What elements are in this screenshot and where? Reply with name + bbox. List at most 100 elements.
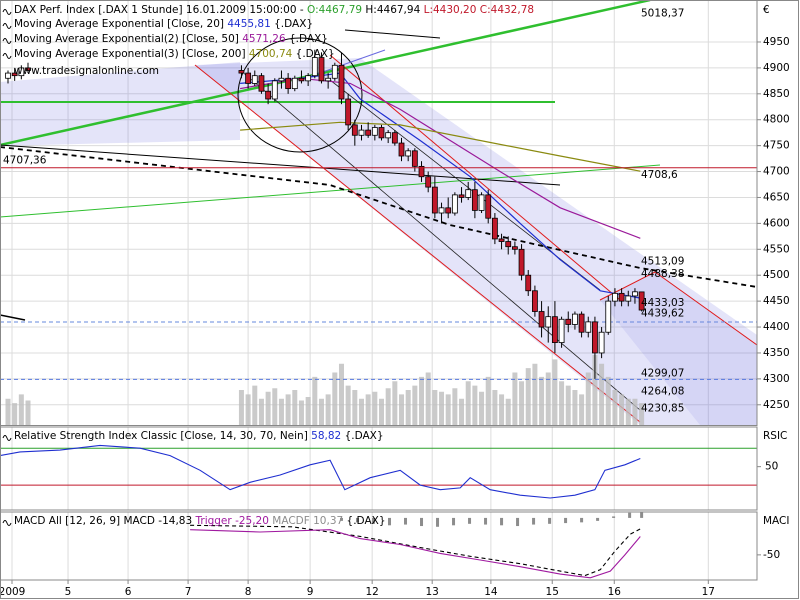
- legend-entry: Moving Average Exponential(3) [Close, 20…: [14, 48, 335, 60]
- candle-body: [558, 318, 565, 343]
- volume-bar: [425, 372, 431, 425]
- candle-body: [318, 57, 325, 82]
- candle-body: [251, 75, 258, 84]
- moving-average: [240, 121, 641, 172]
- trend-line: [0, 314, 26, 321]
- volume-bar: [532, 363, 538, 425]
- volume-bar: [358, 398, 364, 425]
- x-tick-label: 17: [702, 586, 715, 598]
- volume-bar: [332, 372, 338, 425]
- x-tick-label: 15: [546, 586, 559, 598]
- x-tick-label: 5: [65, 586, 72, 598]
- candle-body: [565, 318, 572, 325]
- candle-body: [258, 75, 265, 92]
- candle-body: [572, 313, 578, 325]
- candle-body: [25, 67, 31, 71]
- histogram-bar: [580, 517, 584, 523]
- volume-bar: [265, 391, 271, 425]
- candle-body: [18, 67, 25, 77]
- price-annotation: 4299,07: [641, 367, 684, 379]
- plot: 2009 5 6 7 8 9 12 13 14 15 16 17 4250 4300 4350 4400 445…: [0, 8, 790, 598]
- candle-body: [458, 194, 465, 198]
- candle-body: [398, 142, 405, 157]
- x-tick-label: 8: [245, 586, 252, 598]
- volume-bar: [372, 391, 378, 425]
- title: DAX Perf. Index [.DAX 1 Stunde] 16.01.20…: [14, 4, 304, 16]
- histogram-bar: [596, 517, 600, 521]
- high-label: H:4467,94: [365, 4, 420, 16]
- volume-bar: [25, 400, 31, 425]
- x-tick-label: 13: [426, 586, 439, 598]
- rsi-line: [0, 444, 641, 499]
- macd-line: [190, 529, 641, 579]
- candle-body: [625, 295, 632, 302]
- candle-body: [405, 150, 412, 157]
- y-tick-label: -50: [763, 549, 780, 561]
- candle-body: [592, 321, 598, 354]
- price-annotation: 4513,09: [641, 255, 684, 267]
- volume-bar: [385, 388, 391, 425]
- candle-body: [485, 194, 492, 219]
- volume-bar: [619, 394, 625, 425]
- candle-body: [505, 241, 512, 248]
- candle-body: [618, 292, 625, 302]
- rsi-value: 58,82: [311, 430, 341, 442]
- y-tick-label: 4250: [763, 399, 790, 411]
- candle-body: [445, 207, 452, 214]
- volume-bar: [499, 394, 505, 425]
- candle-body: [371, 127, 378, 136]
- legend-source: {.DAX}: [289, 33, 328, 45]
- volume-bar: [605, 376, 611, 425]
- histogram-bar: [355, 517, 359, 523]
- channel-line: [654, 271, 757, 346]
- channel-line: [239, 69, 641, 411]
- histogram-bar: [532, 517, 536, 525]
- candle-body: [338, 64, 345, 100]
- legend-name: MACDF: [272, 515, 310, 527]
- price-annotation: 4439,62: [641, 308, 684, 320]
- volume-bar: [379, 398, 385, 425]
- volume-bar: [485, 376, 491, 425]
- volume-bar: [552, 359, 558, 425]
- volume-bar: [612, 390, 618, 425]
- volume-bar: [412, 385, 418, 425]
- candle-body: [278, 77, 285, 82]
- candle-body: [538, 311, 545, 328]
- labels: DAX Perf. Index [.DAX 1 Stunde] 16.01.20…: [2, 4, 790, 527]
- candle-body: [478, 194, 485, 211]
- legend-name: Trigger: [195, 515, 233, 527]
- volume-bar: [452, 388, 458, 425]
- close-label: C:4432,78: [480, 4, 534, 16]
- y-tick-label: 4950: [763, 36, 790, 48]
- legend-value: 4455,81: [227, 18, 270, 30]
- volume-bar: [565, 385, 571, 425]
- y-tick-label: 4650: [763, 191, 790, 203]
- histogram-bar: [468, 517, 472, 524]
- volume-bar: [592, 355, 598, 425]
- rsi-axis-label: RSIC: [763, 430, 787, 442]
- volume-bar: [585, 372, 591, 425]
- y-tick-label: 4800: [763, 114, 790, 126]
- y-tick-label: 4300: [763, 373, 790, 385]
- candle-body: [285, 77, 292, 90]
- volume-bar: [625, 398, 631, 425]
- price-annotation: 4488,38: [641, 268, 684, 280]
- candle-body: [598, 331, 605, 354]
- legend-source: {.DAX}: [274, 18, 313, 30]
- trend-line: [0, 0, 651, 147]
- trend-line: [0, 144, 561, 186]
- price-annotation: 4264,08: [641, 385, 684, 397]
- channel-shade: [0, 62, 240, 146]
- candle-body: [491, 217, 498, 240]
- volume-bar: [352, 390, 358, 425]
- candle-body: [238, 70, 245, 74]
- histogram-bar: [420, 517, 424, 527]
- open-label: O:4467,79: [307, 4, 362, 16]
- volume-bar: [505, 398, 511, 425]
- candle-body: [325, 77, 332, 82]
- volume-bar: [338, 363, 344, 425]
- candle-body: [578, 313, 585, 333]
- volume-bar: [298, 400, 304, 425]
- volume-bar: [479, 391, 485, 425]
